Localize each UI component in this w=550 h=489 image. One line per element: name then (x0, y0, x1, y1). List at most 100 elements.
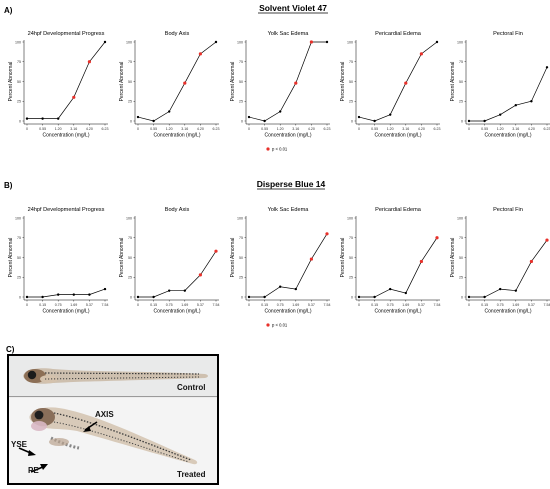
data-point (247, 295, 251, 299)
data-point (103, 40, 107, 44)
data-point (294, 287, 297, 291)
x-tick-label: 0.15 (39, 303, 46, 307)
y-tick-label: 100 (457, 216, 463, 220)
data-point (41, 117, 44, 120)
data-point-significant (529, 259, 533, 264)
x-tick-label: 0 (137, 303, 139, 307)
x-axis-title: Concentration (mg/L) (43, 133, 90, 139)
y-tick-label: 50 (239, 256, 243, 260)
chart-title: Yolk Sac Edema (268, 31, 310, 37)
chart-panel: Yolk Sac Edema 0 25 50 75 100 0 0.15 0.75 1.69 5.3… (230, 207, 331, 315)
section-title-disperse-blue: Disperse Blue 14 (257, 179, 326, 189)
series-line (469, 67, 548, 122)
x-tick-label: 1.69 (292, 303, 299, 307)
panel-b-label: B) (4, 181, 13, 190)
x-axis-title: Concentration (mg/L) (43, 309, 90, 315)
data-point-significant (87, 60, 91, 64)
data-point (152, 295, 155, 299)
y-tick-label: 75 (459, 236, 463, 240)
data-point (483, 119, 486, 123)
x-tick-label: 0.55 (39, 127, 46, 131)
legend-section-a: p < 0.01 (266, 147, 288, 152)
x-tick-label: 4.20 (528, 127, 535, 131)
chart-title: Pericardial Edema (375, 31, 422, 37)
x-tick-label: 1.69 (70, 303, 77, 307)
x-tick-label: 0 (358, 127, 360, 131)
control-larva (23, 368, 208, 384)
y-tick-label: 100 (347, 40, 353, 44)
x-tick-label: 1.69 (512, 303, 519, 307)
x-axis-title: Concentration (mg/L) (485, 133, 532, 139)
data-point-significant (72, 95, 76, 99)
legend-text: p < 0.01 (272, 147, 288, 152)
chart-panel: Body Axis 0 25 50 75 100 0 0.15 0.75 1.69 5.37 7.54… (119, 207, 220, 315)
chart-panel: 24hpf Developmental Progress 0 25 50 75 100 0 0… (8, 207, 109, 315)
x-tick-label: 5.37 (197, 303, 204, 307)
data-point-significant (198, 273, 202, 277)
x-tick-label: 0 (137, 127, 139, 131)
data-point (373, 295, 376, 299)
pe-label: PE (28, 466, 39, 475)
chart-title: Pericardial Edema (375, 207, 422, 213)
x-tick-label: 3.16 (181, 127, 188, 131)
x-tick-label: 5.37 (308, 303, 315, 307)
y-axis-title: Percent Abnormal (450, 62, 456, 102)
x-tick-label: 0 (26, 303, 28, 307)
y-tick-label: 100 (237, 216, 243, 220)
x-tick-label: 6.23 (434, 127, 441, 131)
legend-section-b: p < 0.01 (266, 323, 288, 328)
y-tick-label: 25 (239, 276, 243, 280)
y-tick-label: 75 (128, 236, 132, 240)
x-tick-label: 7.54 (102, 303, 109, 307)
series-line (469, 239, 548, 298)
data-point (103, 287, 107, 291)
y-tick-label: 0 (461, 119, 463, 123)
y-tick-label: 0 (351, 295, 353, 299)
x-tick-label: 7.54 (544, 303, 550, 307)
y-tick-label: 75 (349, 236, 353, 240)
x-tick-label: 1.20 (55, 127, 62, 131)
chart-title: 24hpf Developmental Progress (28, 31, 105, 37)
chart-panel: 24hpf Developmental Progress 0 25 50 75 100 0 0… (8, 31, 109, 139)
data-point (435, 40, 439, 44)
x-tick-label: 1.69 (181, 303, 188, 307)
x-tick-label: 4.20 (86, 127, 93, 131)
y-tick-label: 0 (461, 295, 463, 299)
x-tick-label: 0 (358, 303, 360, 307)
y-tick-label: 75 (349, 60, 353, 64)
data-point-significant (214, 249, 218, 253)
y-tick-label: 50 (17, 256, 21, 260)
y-axis-title: Percent Abnormal (8, 62, 14, 102)
y-tick-label: 25 (459, 276, 463, 280)
x-tick-label: 0.75 (55, 303, 62, 307)
series-line (27, 288, 106, 298)
y-tick-label: 100 (237, 40, 243, 44)
y-axis-title: Percent Abnormal (450, 238, 456, 278)
treated-larva (29, 407, 198, 465)
legend-marker (266, 323, 270, 327)
y-tick-label: 50 (349, 256, 353, 260)
y-tick-label: 25 (349, 276, 353, 280)
x-tick-label: 1.20 (497, 127, 504, 131)
data-point (136, 115, 140, 119)
data-point (88, 293, 91, 296)
x-tick-label: 3.16 (512, 127, 519, 131)
x-tick-label: 0.75 (166, 303, 173, 307)
y-tick-label: 100 (15, 40, 21, 44)
series-line (27, 41, 106, 119)
data-point-significant (419, 259, 423, 264)
chart-title: Body Axis (165, 31, 190, 37)
x-tick-label: 1.20 (166, 127, 173, 131)
x-tick-label: 7.54 (434, 303, 441, 307)
y-axis-title: Percent Abnormal (119, 238, 125, 278)
x-tick-label: 0 (26, 127, 28, 131)
x-tick-label: 3.16 (70, 127, 77, 131)
y-tick-label: 50 (128, 80, 132, 84)
data-point (483, 295, 486, 299)
data-point (41, 295, 44, 299)
x-tick-label: 4.20 (418, 127, 425, 131)
y-axis-title: Percent Abnormal (340, 238, 346, 278)
panel-a-label: A) (4, 6, 13, 15)
x-axis-title: Concentration (mg/L) (485, 309, 532, 315)
x-tick-label: 5.37 (528, 303, 535, 307)
